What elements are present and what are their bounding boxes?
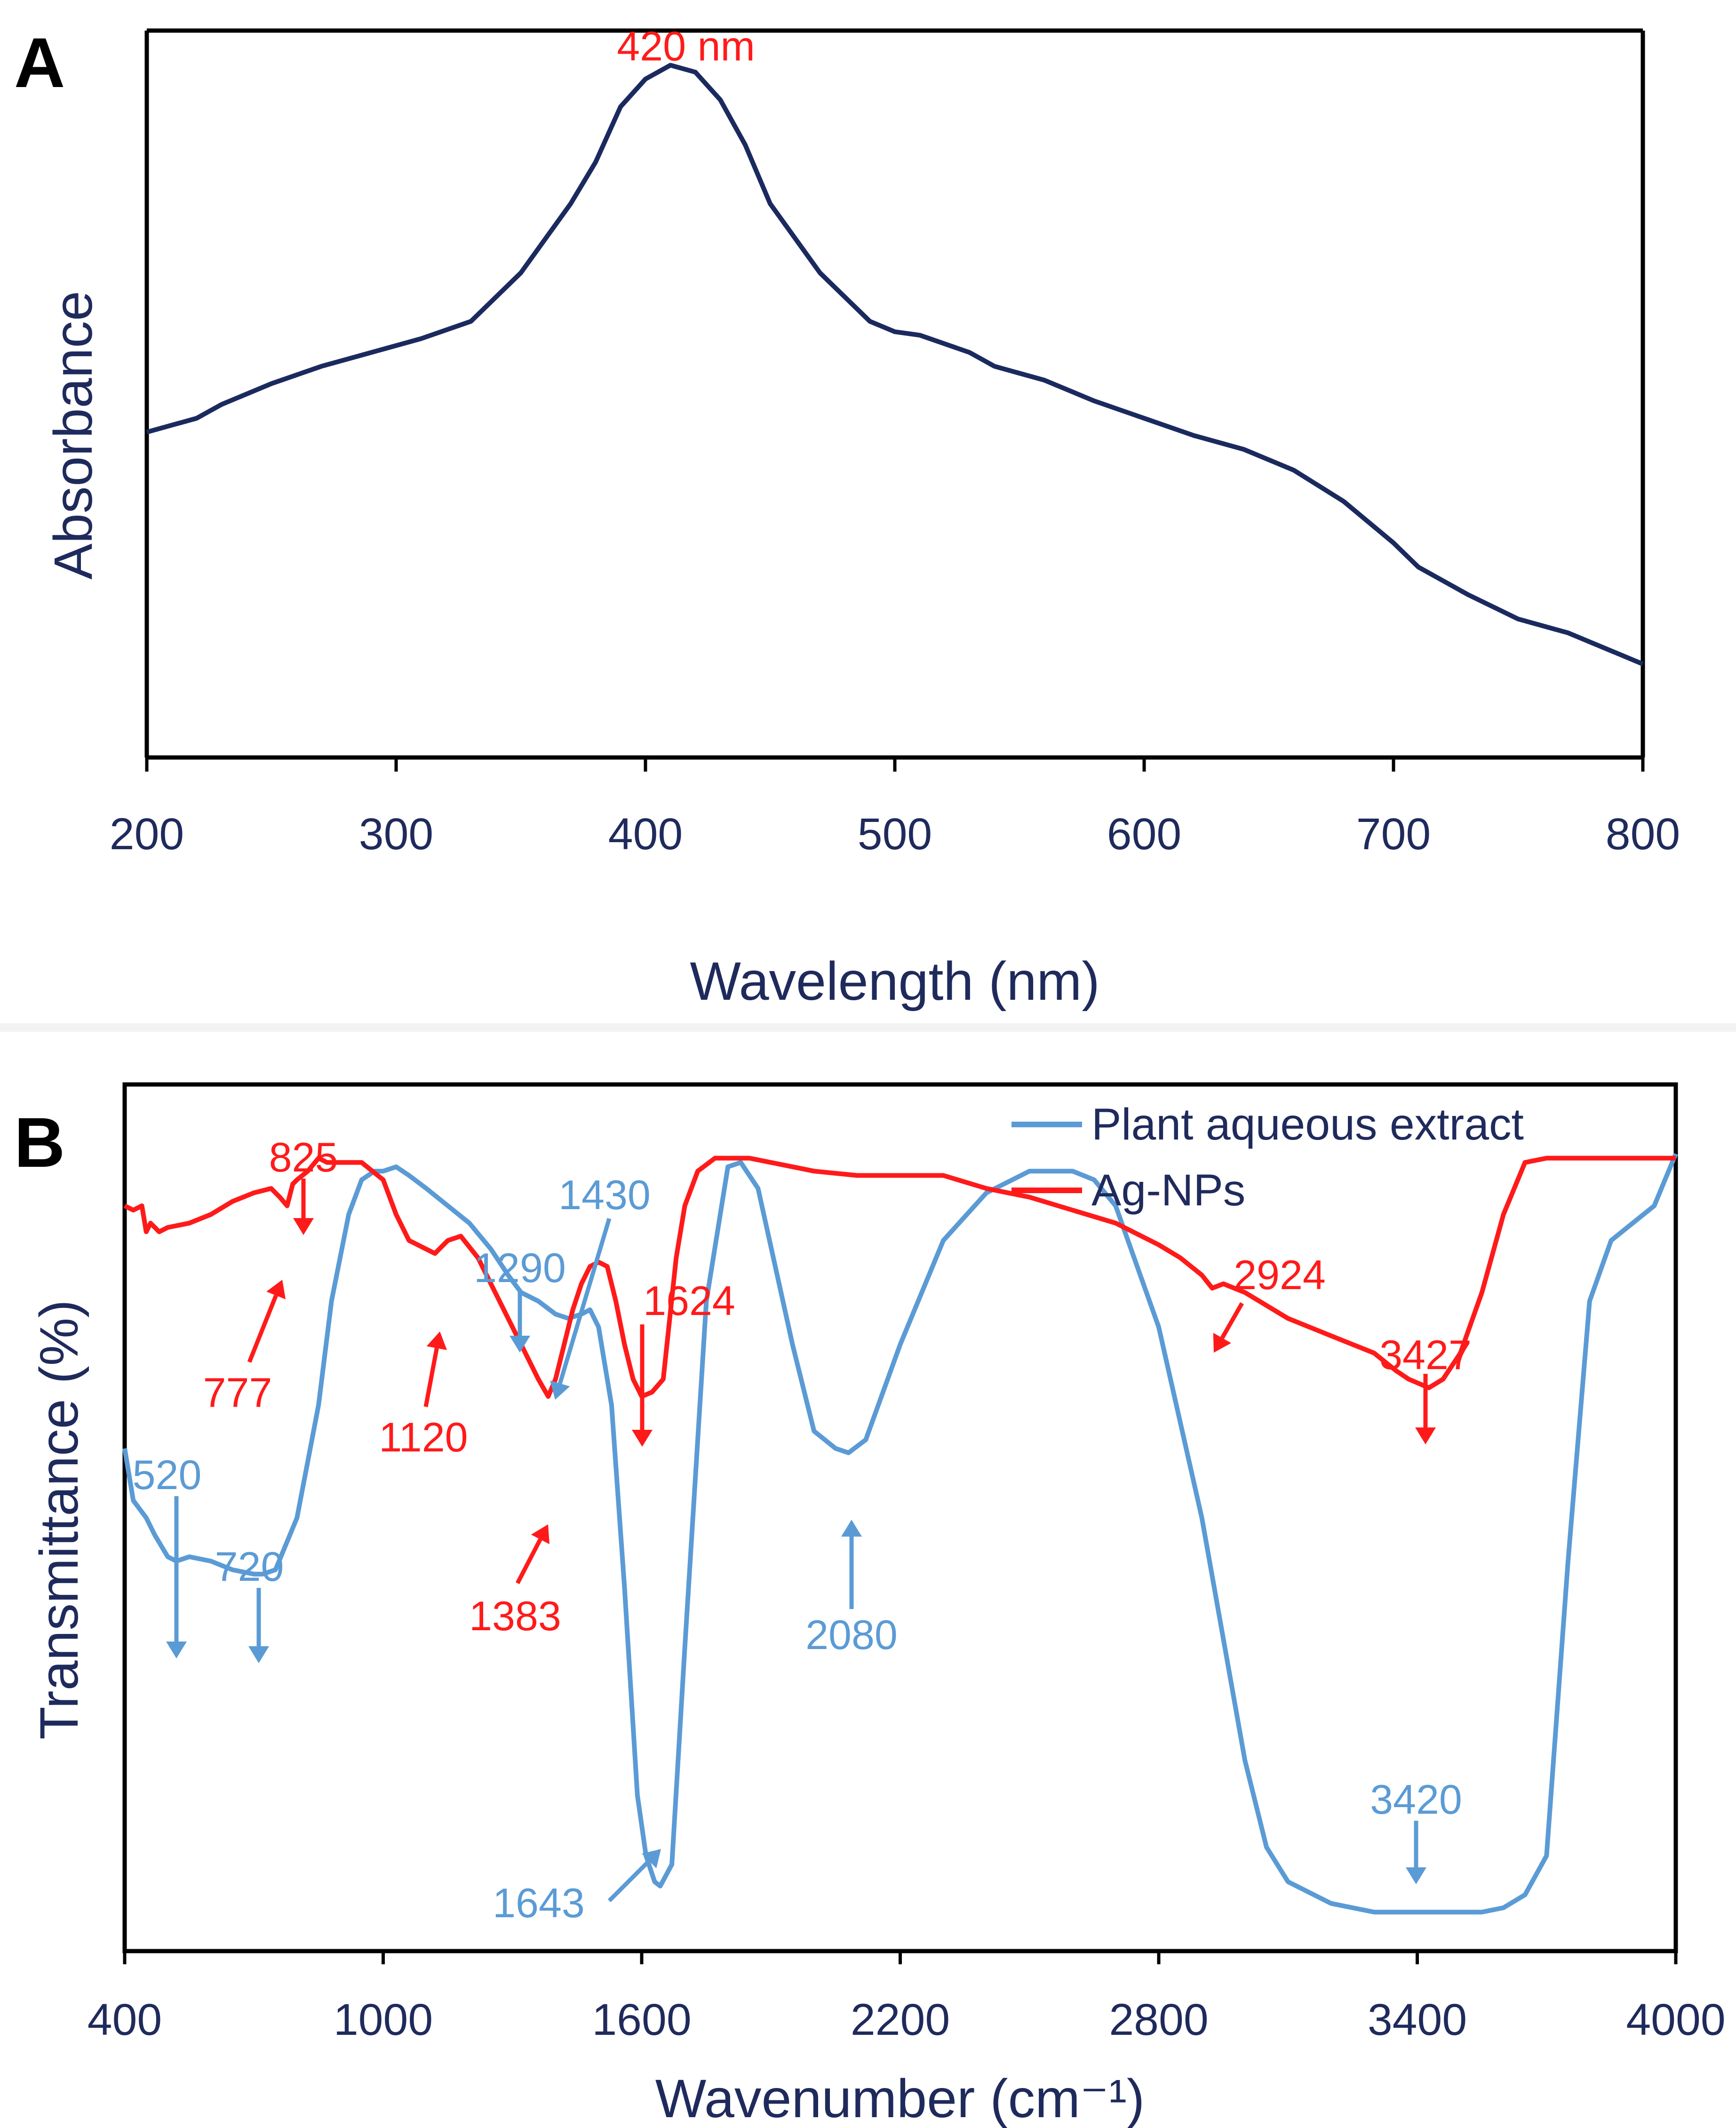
panel-b-xtick-label: 4000 [1626, 1995, 1725, 2045]
annotation-label: 3420 [1370, 1776, 1462, 1823]
peak-annotation-420nm: 420 nm [617, 23, 755, 70]
annotation-arrow-shaft [557, 1218, 612, 1384]
peak-annotations: 825 777 1120 1383 1624 2924 3427 1430 1290 520 720… [133, 1134, 1472, 1926]
annotation-720: 720 [215, 1543, 284, 1663]
annotation-1120: 1120 [379, 1331, 468, 1460]
panel-b-xtick-label: 400 [88, 1995, 162, 2045]
annotation-arrow-head [641, 1849, 661, 1869]
annotation-arrow-head [841, 1520, 862, 1537]
annotation-label: 3427 [1379, 1331, 1472, 1378]
panel-a-xtick-label: 500 [858, 809, 932, 859]
panel-b: B 400 1000 1600 2200 2800 3400 4000 825 777 1120… [14, 1082, 1726, 2128]
annotation-arrow-shaft [1220, 1302, 1244, 1339]
annotation-arrow-shaft [423, 1347, 439, 1407]
panel-separator [0, 1023, 1736, 1032]
panel-b-tick-labels: 400 1000 1600 2200 2800 3400 4000 [88, 1995, 1726, 2045]
annotation-label: 520 [133, 1451, 202, 1498]
annotation-825: 825 [269, 1134, 338, 1235]
panel-a-y-axis-title: Absorbance [43, 291, 104, 580]
annotation-520: 520 [133, 1451, 202, 1658]
panel-a-xtick-label: 200 [110, 809, 184, 859]
annotation-arrow-head [510, 1336, 530, 1353]
annotation-label: 1290 [474, 1244, 566, 1291]
annotation-1430: 1430 [550, 1172, 651, 1400]
annotation-arrow-head [531, 1524, 549, 1545]
legend-plant-label: Plant aqueous extract [1091, 1100, 1524, 1149]
annotation-arrow-head [426, 1331, 447, 1350]
annotation-arrow-head [632, 1430, 653, 1447]
panel-a-tick-marks [145, 757, 1645, 772]
annotation-2080: 2080 [805, 1520, 898, 1658]
annotation-arrow-head [1406, 1867, 1426, 1884]
legend: Plant aqueous extract Ag-NPs [1011, 1100, 1524, 1215]
panel-a-xtick-label: 400 [608, 809, 683, 859]
annotation-arrow-shaft [516, 1538, 542, 1585]
panel-b-xtick-label: 1600 [592, 1995, 691, 2045]
panel-b-tick-marks [123, 1951, 1678, 1964]
annotation-3427: 3427 [1379, 1331, 1472, 1444]
panel-a-xtick-label: 700 [1356, 809, 1431, 859]
annotation-arrow-head [1213, 1332, 1231, 1353]
annotation-label: 1643 [493, 1880, 585, 1926]
panel-b-xtick-label: 1000 [334, 1995, 433, 2045]
annotation-arrow-head [1415, 1427, 1436, 1444]
legend-agnp-label: Ag-NPs [1091, 1165, 1245, 1215]
annotation-label: 1383 [469, 1593, 561, 1639]
panel-b-y-axis-title: Transmittance (%) [29, 1299, 89, 1739]
annotation-1624: 1624 [632, 1277, 735, 1447]
agnp-line [123, 1156, 1676, 1399]
annotation-1383: 1383 [469, 1524, 561, 1639]
annotation-arrow-head [266, 1280, 286, 1299]
panel-b-xtick-label: 2800 [1109, 1995, 1208, 2045]
panel-a-label: A [14, 23, 65, 102]
panel-a-tick-labels: 200 300 400 500 600 700 800 [110, 809, 1680, 859]
panel-b-x-axis-title: Wavenumber (cm⁻¹) [655, 2069, 1145, 2128]
annotation-label: 777 [203, 1369, 272, 1416]
annotation-arrow-head [166, 1642, 187, 1658]
panel-a-xtick-label: 300 [359, 809, 434, 859]
annotation-1290: 1290 [474, 1244, 566, 1353]
annotation-label: 720 [215, 1543, 284, 1590]
panel-a: A 200 300 400 500 600 700 800 420 nm Wavelengt… [14, 23, 1680, 1012]
panel-b-xtick-label: 2200 [851, 1995, 950, 2045]
panel-a-xtick-label: 600 [1107, 809, 1182, 859]
annotation-arrow-head [550, 1380, 570, 1400]
uv-absorbance-line [146, 63, 1644, 667]
annotation-label: 2080 [805, 1611, 898, 1658]
annotation-2924: 2924 [1213, 1251, 1326, 1353]
annotation-arrow-shaft [247, 1294, 278, 1363]
annotation-label: 2924 [1234, 1251, 1326, 1298]
annotation-3420: 3420 [1370, 1776, 1462, 1884]
annotation-1643: 1643 [493, 1849, 661, 1926]
panel-b-label: B [14, 1103, 65, 1182]
annotation-label: 1624 [643, 1277, 735, 1324]
annotation-arrow-head [293, 1218, 314, 1235]
annotation-label: 1430 [558, 1172, 651, 1218]
annotation-arrow-shaft [607, 1859, 651, 1903]
annotation-arrow-head [248, 1646, 269, 1663]
panel-b-xtick-label: 3400 [1368, 1995, 1467, 2045]
annotation-777: 777 [203, 1280, 286, 1416]
annotation-label: 825 [269, 1134, 338, 1180]
plant-extract-line [122, 1153, 1678, 1915]
annotation-label: 1120 [379, 1414, 468, 1460]
panel-a-xtick-label: 800 [1606, 809, 1680, 859]
panel-a-x-axis-title: Wavelength (nm) [690, 951, 1099, 1012]
